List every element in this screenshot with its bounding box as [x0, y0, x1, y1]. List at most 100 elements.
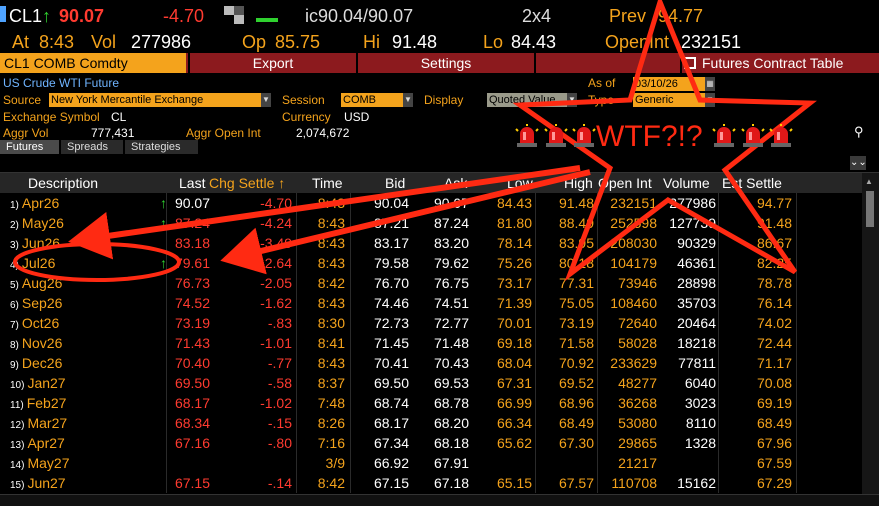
col-last[interactable]: Last	[179, 175, 206, 191]
table-row[interactable]: 10) Jan27 69.50 -.58 8:37 69.50 69.53 67.31 69.5…	[0, 373, 866, 393]
est-settle-cell: 68.49	[756, 415, 792, 431]
description-cell[interactable]: 5) Aug26	[10, 273, 62, 293]
table-row[interactable]: 4) Jul26 ↑ 79.61 -2.64 8:43 79.58 79.62 75.26 80.…	[0, 253, 866, 273]
security-ticker-field[interactable]: CL1 COMB Comdty	[0, 53, 186, 73]
contract-label: Nov26	[21, 335, 63, 351]
table-row[interactable]: 3) Jun26 83.18 -3.49 8:43 83.17 83.20 78.14 83.9…	[0, 233, 866, 253]
source-dropdown[interactable]: New York Mercantile Exchange ▼	[49, 93, 271, 107]
scroll-up-icon[interactable]: ▲	[865, 177, 873, 186]
description-cell[interactable]: 4) Jul26	[10, 253, 55, 273]
futures-contract-table-button[interactable]: Futures Contract Table	[682, 53, 879, 73]
horizontal-scrollbar[interactable]	[0, 494, 879, 506]
type-value: Generic	[635, 94, 674, 106]
est-settle-cell: 86.67	[756, 235, 792, 251]
open-int-cell: 21217	[618, 455, 657, 471]
col-low[interactable]: Low	[507, 175, 533, 191]
aggr-open-int-value: 2,074,672	[296, 126, 350, 140]
description-cell[interactable]: 14) May27	[10, 453, 69, 473]
settings-button[interactable]: Settings	[420, 55, 472, 71]
col-ask[interactable]: Ask	[444, 175, 468, 191]
table-row[interactable]: 6) Sep26 74.52 -1.62 8:43 74.46 74.51 71.39 75.0…	[0, 293, 866, 313]
description-cell[interactable]: 2) May26	[10, 213, 64, 233]
col-est-settle[interactable]: Est Settle	[722, 175, 782, 191]
col-time[interactable]: Time	[312, 175, 343, 191]
col-open-int[interactable]: Open Int	[598, 175, 652, 191]
high-cell: 77.31	[558, 275, 594, 291]
col-description[interactable]: Description	[28, 175, 99, 191]
description-cell[interactable]: 1) Apr26	[10, 193, 59, 213]
description-cell[interactable]: 15) Jun27	[10, 473, 66, 493]
est-settle-cell: 67.59	[756, 455, 792, 471]
export-button[interactable]: Export	[252, 55, 294, 71]
description-cell[interactable]: 12) Mar27	[10, 413, 67, 433]
table-row[interactable]: 12) Mar27 68.34 -.15 8:26 68.17 68.20 66.34 68.4…	[0, 413, 866, 433]
row-index: 4)	[10, 260, 19, 271]
description-cell[interactable]: 7) Oct26	[10, 313, 59, 333]
low-cell: 66.34	[496, 415, 532, 431]
table-row[interactable]: 15) Jun27 67.15 -.14 8:42 67.15 67.18 65.15 67.5…	[0, 473, 866, 493]
table-row[interactable]: 7) Oct26 73.19 -.83 8:30 72.73 72.77 70.01 73.19…	[0, 313, 866, 333]
est-settle-cell: 69.19	[756, 395, 792, 411]
col-chg-settle[interactable]: Chg Settle ↑	[209, 175, 286, 191]
ask-cell: 87.24	[433, 215, 469, 231]
type-dropdown[interactable]: Generic ▼	[633, 93, 715, 107]
time-cell: 8:37	[317, 375, 345, 391]
open-int-cell: 73946	[618, 275, 657, 291]
open-int-cell: 252598	[610, 215, 657, 231]
col-high[interactable]: High	[564, 175, 593, 191]
chart-toggle-icon[interactable]	[224, 6, 244, 24]
table-row[interactable]: 1) Apr26 ↑ 90.07 -4.70 8:43 90.04 90.07 84.43 91.…	[0, 193, 866, 213]
row-index: 8)	[10, 340, 19, 351]
col-bid[interactable]: Bid	[385, 175, 406, 191]
vertical-scrollbar[interactable]: ▲	[862, 173, 879, 495]
table-row[interactable]: 14) May27 3/9 66.92 67.91 21217 67.59	[0, 453, 866, 473]
table-row[interactable]: 9) Dec26 70.40 -.77 8:43 70.41 70.43 68.04 70.92…	[0, 353, 866, 373]
display-label: Display	[424, 93, 464, 107]
up-arrow-icon: ↑	[160, 255, 167, 271]
contract-label: Jun26	[21, 235, 61, 251]
chg-settle-cell: -3.49	[260, 235, 292, 251]
time-cell: 8:41	[317, 335, 345, 351]
description-cell[interactable]: 11) Feb27	[10, 393, 66, 413]
time-cell: 7:16	[317, 435, 345, 451]
pin-icon[interactable]: ⚲	[854, 124, 864, 139]
description-cell[interactable]: 9) Dec26	[10, 353, 62, 373]
description-cell[interactable]: 6) Sep26	[10, 293, 62, 313]
last-price: 90.07	[59, 6, 105, 26]
tab-strategies[interactable]: Strategies	[125, 140, 199, 154]
volume-cell: 77811	[678, 355, 716, 371]
last-cell: 73.19	[174, 315, 210, 331]
as-of-date-field[interactable]: 03/10/26 ▦	[633, 77, 715, 91]
collapse-chevron-icon[interactable]: ⌄⌄	[850, 156, 867, 170]
contract-label: Apr26	[21, 195, 60, 211]
low-cell: 81.80	[496, 215, 532, 231]
scrollbar-thumb[interactable]	[866, 191, 874, 227]
last-cell: 83.18	[174, 235, 210, 251]
row-index: 12)	[10, 420, 25, 431]
session-dropdown[interactable]: COMB ▼	[341, 93, 413, 107]
display-dropdown[interactable]: Quoted Value ▼	[487, 93, 577, 107]
tab-spreads[interactable]: Spreads	[61, 140, 124, 154]
at-label: At	[12, 32, 30, 52]
quote-line-1: CL1 ↑ 90.07 -4.70 ic90.04/90.07 2x4 Prev…	[0, 0, 879, 32]
tab-futures[interactable]: Futures	[0, 140, 60, 154]
table-row[interactable]: 13) Apr27 67.16 -.80 7:16 67.34 68.18 65.62 67.3…	[0, 433, 866, 453]
description-cell[interactable]: 8) Nov26	[10, 333, 62, 353]
row-index: 15)	[10, 480, 25, 491]
est-settle-cell: 67.29	[756, 475, 792, 491]
open-int-cell: 72640	[618, 315, 657, 331]
row-index: 1)	[10, 200, 19, 211]
low-value: 84.43	[511, 32, 557, 52]
description-cell[interactable]: 13) Apr27	[10, 433, 65, 453]
row-index: 13)	[10, 440, 25, 451]
table-row[interactable]: 11) Feb27 68.17 -1.02 7:48 68.74 68.78 66.99 68.…	[0, 393, 866, 413]
ask-cell: 68.18	[433, 435, 469, 451]
description-cell[interactable]: 10) Jan27	[10, 373, 66, 393]
col-volume[interactable]: Volume	[663, 175, 710, 191]
volume-cell: 8110	[685, 415, 716, 431]
calendar-icon[interactable]: ▦	[705, 77, 715, 91]
table-row[interactable]: 2) May26 ↑ 87.24 -4.24 8:43 87.21 87.24 81.80 88.…	[0, 213, 866, 233]
description-cell[interactable]: 3) Jun26	[10, 233, 60, 253]
table-row[interactable]: 8) Nov26 71.43 -1.01 8:41 71.45 71.48 69.18 71.5…	[0, 333, 866, 353]
table-row[interactable]: 5) Aug26 76.73 -2.05 8:42 76.70 76.75 73.17 77.3…	[0, 273, 866, 293]
